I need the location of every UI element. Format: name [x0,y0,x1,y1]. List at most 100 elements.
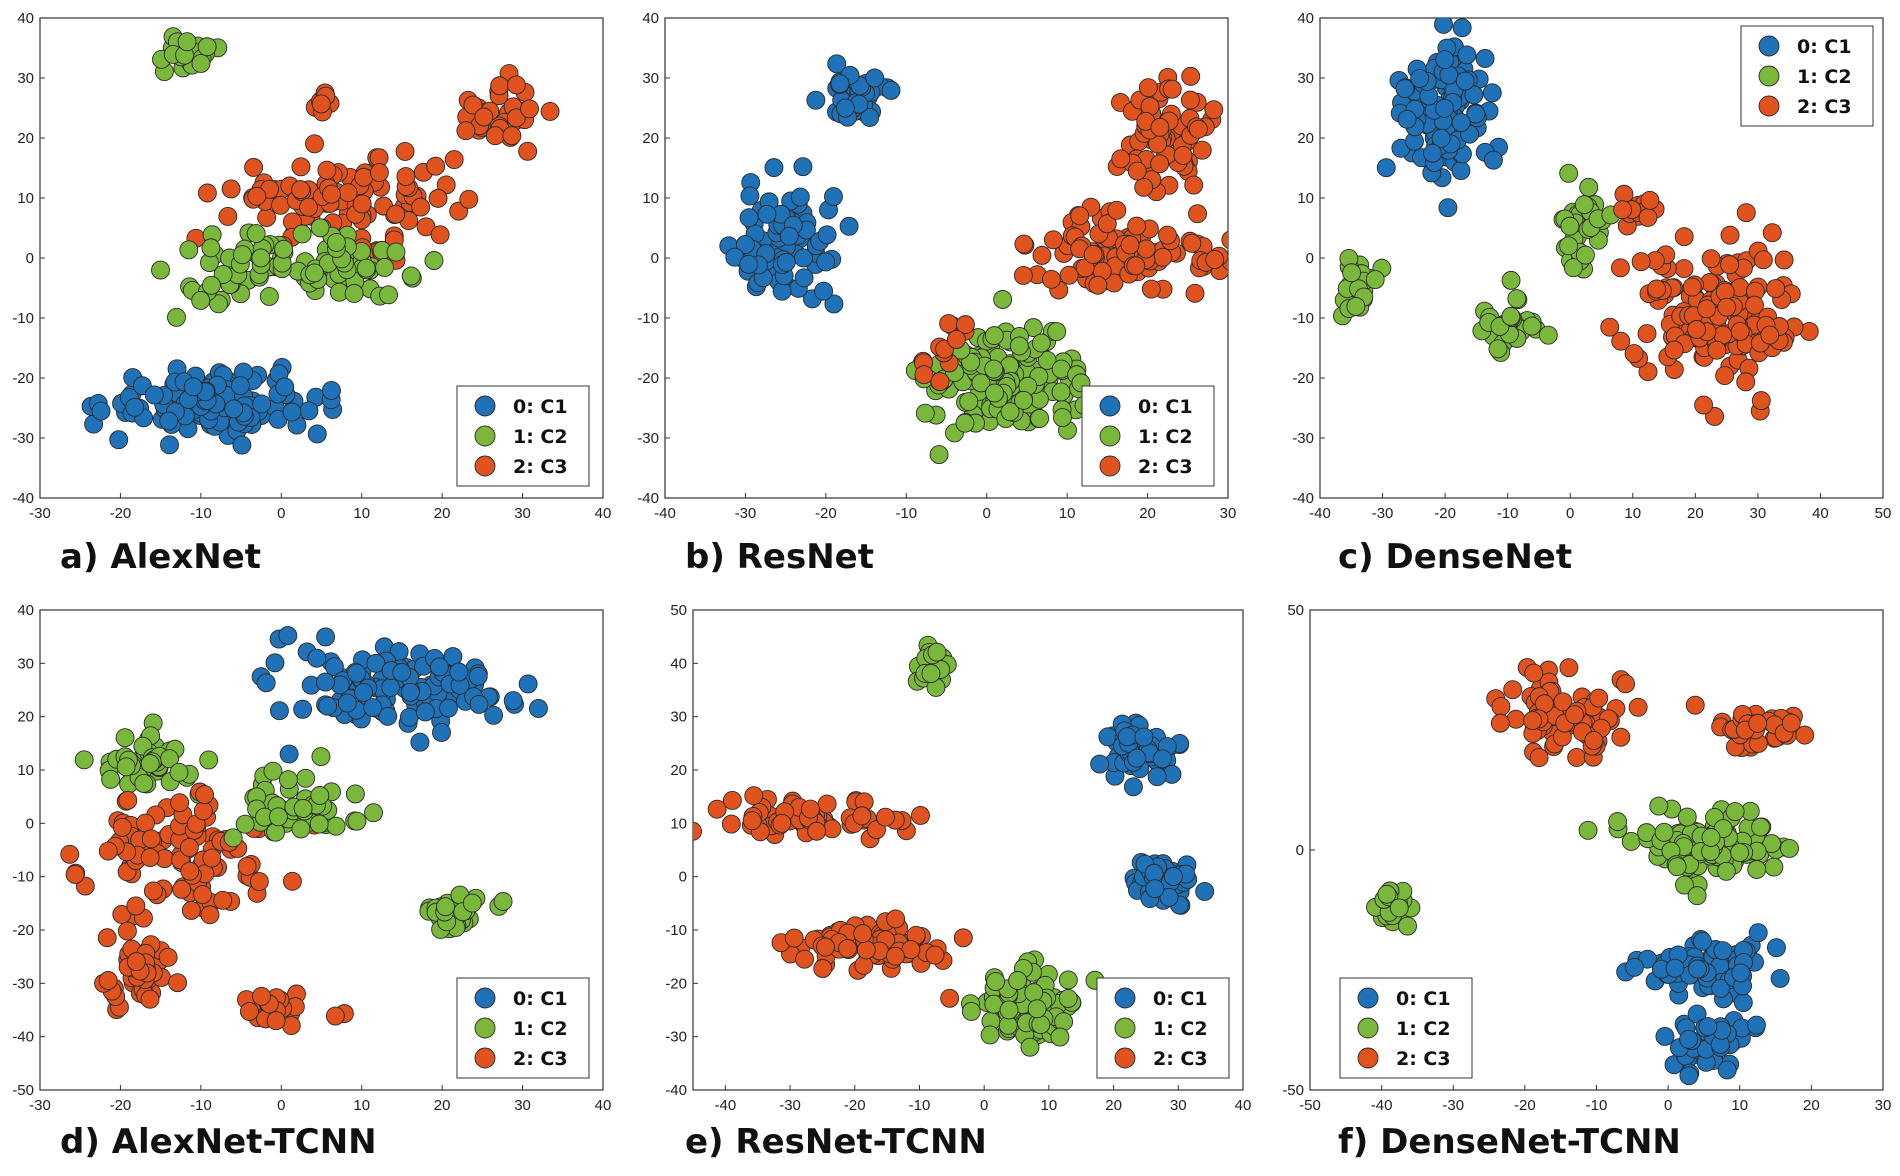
point-c1 [429,657,449,677]
point-c3 [1720,255,1740,275]
point-c1 [279,744,299,764]
point-c3 [490,76,510,96]
point-c1 [1147,767,1167,787]
point-c1 [159,411,179,431]
point-c1 [1482,83,1502,103]
point-c3 [876,807,895,827]
point-c1 [321,381,341,400]
point-c3 [1766,279,1786,299]
point-c1 [1655,1026,1675,1046]
x-tick-label: 0 [277,505,285,522]
point-c3 [430,225,450,245]
point-c2 [134,774,154,793]
point-c1 [518,674,538,694]
scatter-panel-3: -40 -30 -20 -10 0 10 20 30 40 50 -40 -30 -20 -10 0 10 20… [1292,10,1891,577]
point-c3 [1611,727,1631,747]
point-c3 [816,937,835,957]
x-tick-label: 20 [1105,1097,1122,1114]
y-tick-label: 50 [1287,602,1304,619]
point-c1 [415,702,435,722]
point-c3 [1032,245,1052,265]
x-tick-label: 30 [1875,1097,1892,1114]
point-c3 [1565,705,1585,725]
x-tick-label: -40 [654,505,676,522]
point-c3 [1180,90,1200,110]
point-c3 [1188,204,1207,224]
y-tick-label: -20 [665,975,687,992]
y-tick-label: -10 [12,310,34,327]
point-c3 [1640,190,1660,210]
point-c3 [518,141,538,161]
point-c1 [1090,754,1110,774]
point-c2 [140,754,160,774]
point-c3 [170,793,190,813]
x-tick-label: -20 [110,505,132,522]
y-tick-label: -50 [12,1082,34,1099]
y-tick-label: 40 [642,10,659,27]
y-tick-label: 10 [642,190,659,207]
legend-label: 0: C1 [513,396,568,418]
point-c3 [1720,225,1740,245]
legend-marker-c3 [474,1047,496,1069]
point-c3 [1205,250,1225,270]
point-c3 [1491,697,1511,717]
point-c1 [381,677,401,697]
x-tick-label: 30 [1220,505,1237,522]
legend-marker-c3 [1114,1047,1136,1069]
point-c3 [98,841,118,861]
point-c3 [742,811,762,831]
point-c1 [230,376,250,396]
legend-label: 0: C1 [1396,988,1451,1010]
legend-label: 1: C2 [1138,426,1193,448]
y-tick-label: 40 [17,602,34,619]
point-c3 [1647,279,1667,299]
point-c2 [980,1025,1000,1045]
scatter-panel-6: -50 -40 -30 -20 -10 0 10 20 30 -50 0 50 0: C1 1: C2 2:… [1282,602,1891,1162]
point-c1 [183,377,203,397]
point-c3 [506,75,526,95]
point-c1 [1731,963,1751,983]
point-c3 [221,179,241,199]
point-c3 [1127,161,1147,181]
point-c3 [1624,344,1644,363]
point-c3 [1584,731,1604,750]
point-c3 [1141,279,1161,299]
point-c1 [1163,867,1183,886]
legend-label: 2: C3 [1797,96,1852,118]
point-c3 [140,989,160,1009]
point-c3 [722,791,742,810]
point-c1 [410,732,430,752]
y-tick-label: 30 [1297,70,1314,87]
point-c1 [160,435,179,455]
point-c2 [1654,822,1674,842]
y-tick-label: -20 [12,922,34,939]
point-c1 [1733,993,1753,1012]
point-c2 [436,897,455,917]
point-c3 [237,856,257,876]
point-c1 [1395,79,1415,99]
point-c1 [1624,957,1644,977]
point-c3 [1664,340,1684,360]
point-c3 [1751,391,1771,411]
point-c3 [179,838,199,857]
legend-label: 0: C1 [513,988,568,1010]
point-c1 [1376,158,1396,178]
legend-marker-c1 [1114,987,1136,1009]
x-tick-label: -30 [735,505,757,522]
point-c3 [1013,266,1033,285]
y-tick-label: 40 [1297,10,1314,27]
x-tick-label: 30 [1750,505,1767,522]
legend-marker-c2 [474,1017,496,1039]
point-c1 [816,252,836,272]
point-c1 [432,723,451,742]
point-c3 [1705,407,1725,426]
point-c3 [955,315,975,335]
point-c1 [1435,98,1454,118]
x-tick-label: -30 [29,505,51,522]
point-c3 [795,949,814,969]
y-tick-label: -10 [637,310,659,327]
point-c3 [1120,235,1140,255]
point-c1 [1451,113,1471,132]
point-c1 [307,424,327,444]
